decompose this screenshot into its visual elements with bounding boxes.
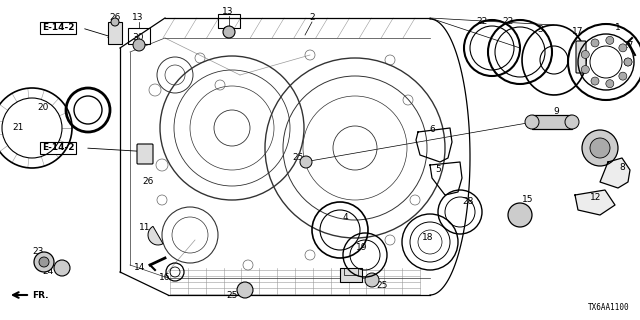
Text: 8: 8 xyxy=(619,164,625,172)
Circle shape xyxy=(365,273,379,287)
Text: 12: 12 xyxy=(590,194,602,203)
Text: 27: 27 xyxy=(622,41,634,50)
Text: 6: 6 xyxy=(429,125,435,134)
Text: 4: 4 xyxy=(342,213,348,222)
FancyBboxPatch shape xyxy=(137,144,153,164)
Text: E-14-2: E-14-2 xyxy=(42,23,74,33)
Circle shape xyxy=(619,72,627,80)
Circle shape xyxy=(237,282,253,298)
Bar xyxy=(108,22,122,44)
Circle shape xyxy=(111,18,119,26)
Text: 14: 14 xyxy=(134,263,146,273)
Text: 24: 24 xyxy=(42,268,54,276)
Circle shape xyxy=(39,257,49,267)
Text: 2: 2 xyxy=(309,13,315,22)
Text: 11: 11 xyxy=(140,223,151,233)
Text: 13: 13 xyxy=(132,13,144,22)
Circle shape xyxy=(624,58,632,66)
Polygon shape xyxy=(575,190,615,215)
Text: 30: 30 xyxy=(222,28,234,36)
Text: 21: 21 xyxy=(12,124,24,132)
Text: 7: 7 xyxy=(597,133,603,142)
Text: 22: 22 xyxy=(502,18,514,27)
Bar xyxy=(532,115,572,129)
Text: 19: 19 xyxy=(356,244,368,252)
Circle shape xyxy=(591,39,599,47)
Circle shape xyxy=(581,66,589,74)
Text: 15: 15 xyxy=(522,196,534,204)
Circle shape xyxy=(54,260,70,276)
Text: 22: 22 xyxy=(476,18,488,27)
Wedge shape xyxy=(148,226,163,245)
Circle shape xyxy=(581,51,589,59)
Bar xyxy=(128,28,150,44)
Bar xyxy=(218,14,240,28)
Text: 16: 16 xyxy=(159,274,171,283)
Text: FR.: FR. xyxy=(32,291,49,300)
Text: 25: 25 xyxy=(376,282,388,291)
Circle shape xyxy=(565,115,579,129)
Text: 28: 28 xyxy=(462,197,474,206)
Text: 26: 26 xyxy=(109,13,121,22)
Circle shape xyxy=(591,77,599,85)
Text: 1: 1 xyxy=(615,23,621,33)
Text: E-14-2: E-14-2 xyxy=(42,143,74,153)
Text: TX6AA1100: TX6AA1100 xyxy=(588,303,630,312)
Circle shape xyxy=(606,36,614,44)
Text: 20: 20 xyxy=(37,103,49,113)
Circle shape xyxy=(34,252,54,272)
Circle shape xyxy=(582,130,618,166)
Text: 17: 17 xyxy=(572,28,584,36)
Circle shape xyxy=(525,115,539,129)
Text: 30: 30 xyxy=(132,34,144,43)
Text: 13: 13 xyxy=(222,7,234,17)
Text: 3: 3 xyxy=(537,26,543,35)
Text: 18: 18 xyxy=(422,234,434,243)
Text: 25: 25 xyxy=(292,154,304,163)
Polygon shape xyxy=(600,158,630,188)
Circle shape xyxy=(133,39,145,51)
Text: 26: 26 xyxy=(142,178,154,187)
Text: 5: 5 xyxy=(435,165,441,174)
FancyBboxPatch shape xyxy=(576,41,586,73)
Bar xyxy=(340,268,362,282)
Text: 23: 23 xyxy=(32,247,44,257)
Circle shape xyxy=(606,80,614,88)
Circle shape xyxy=(619,44,627,52)
Text: 25: 25 xyxy=(227,292,237,300)
Circle shape xyxy=(300,156,312,168)
Text: 10: 10 xyxy=(340,276,352,284)
Circle shape xyxy=(223,26,235,38)
Circle shape xyxy=(508,203,532,227)
Text: 9: 9 xyxy=(553,108,559,116)
Bar xyxy=(344,268,358,275)
Circle shape xyxy=(590,138,610,158)
Circle shape xyxy=(624,58,632,66)
